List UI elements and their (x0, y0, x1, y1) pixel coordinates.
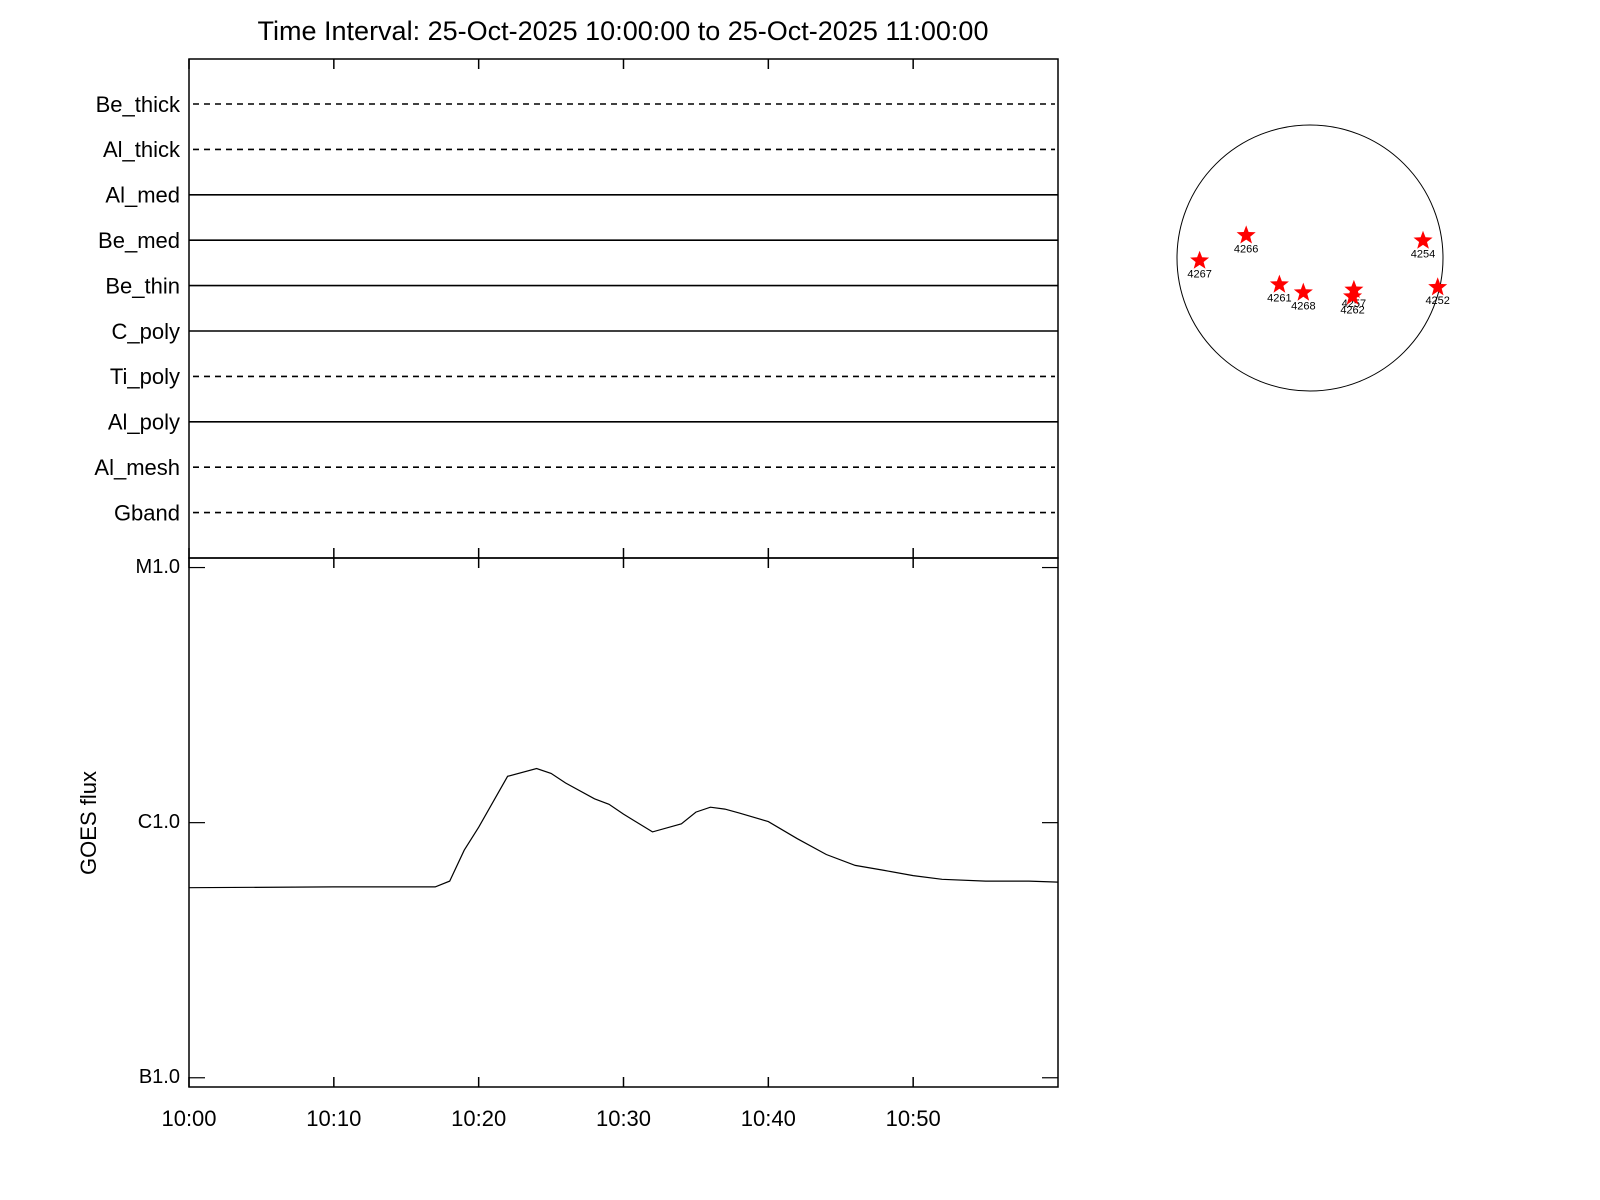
filter-label: Be_thin (105, 273, 180, 298)
region-marker (1343, 286, 1363, 305)
region-label: 4252 (1425, 295, 1449, 307)
x-tick-label: 10:30 (596, 1106, 651, 1131)
y-tick-label: B1.0 (139, 1066, 180, 1088)
y-tick-label: M1.0 (136, 556, 180, 578)
x-tick-label: 10:40 (741, 1106, 796, 1131)
x-tick-label: 10:10 (306, 1106, 361, 1131)
region-marker (1344, 279, 1364, 298)
goes-line (188, 767, 1059, 889)
region-label: 4254 (1411, 249, 1435, 261)
region-marker (1269, 274, 1289, 293)
region-label: 4257 (1342, 298, 1366, 310)
region-label: 4268 (1291, 300, 1315, 312)
y-tick-label: C1.0 (138, 811, 180, 833)
region-marker (1413, 230, 1433, 249)
x-tick-label: 10:50 (886, 1106, 941, 1131)
solar-disk (1176, 124, 1444, 392)
region-label: 4262 (1340, 304, 1364, 316)
region-marker (1428, 277, 1448, 296)
region-marker (1190, 250, 1210, 269)
region-label: 4266 (1234, 243, 1258, 255)
y-axis-label: GOES flux (76, 771, 101, 875)
filter-label: Be_thick (96, 92, 181, 117)
region-label: 4267 (1187, 269, 1211, 281)
filter-label: Be_med (98, 228, 180, 253)
x-tick-label: 10:20 (451, 1106, 506, 1131)
filter-label: Al_thick (103, 137, 181, 162)
filter-label: Al_poly (108, 410, 180, 435)
chart-title: Time Interval: 25-Oct-2025 10:00:00 to 2… (258, 16, 989, 46)
filter-label: Ti_poly (110, 364, 180, 389)
region-marker (1236, 225, 1256, 244)
region-marker (1293, 282, 1313, 301)
filter-label: C_poly (112, 319, 180, 344)
region-label: 4261 (1267, 293, 1291, 305)
filter-label: Al_mesh (94, 455, 180, 480)
x-tick-label: 10:00 (161, 1106, 216, 1131)
filter-label: Gband (114, 500, 180, 525)
filter-label: Al_med (105, 183, 180, 208)
